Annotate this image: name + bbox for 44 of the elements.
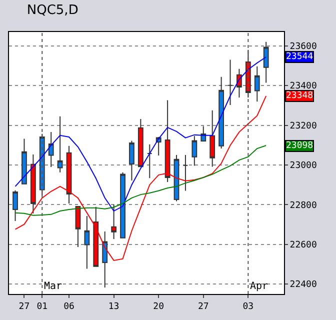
candlestick — [102, 230, 108, 288]
x-tick-label: 27 — [18, 302, 30, 312]
y-tick-label: 22600 — [290, 240, 317, 251]
candlestick — [120, 172, 126, 238]
candlestick — [182, 154, 188, 192]
candlestick — [146, 144, 152, 179]
candlestick — [254, 66, 260, 102]
x-tick-label: 03 — [242, 302, 254, 312]
candlestick — [30, 154, 36, 214]
candlestick — [228, 59, 233, 106]
x-tick-label: 13 — [108, 302, 120, 312]
x-tick-label: 06 — [64, 302, 74, 312]
candlestick — [164, 100, 170, 183]
x-tick-label: 27 — [198, 302, 209, 312]
candlestick — [84, 216, 90, 270]
candlestick — [22, 138, 27, 184]
y-tick-label: 23200 — [290, 121, 317, 132]
annotation: Apr — [250, 281, 268, 292]
y-tick-label: 23000 — [290, 161, 317, 172]
candlestick — [263, 41, 269, 84]
y-tick-label: 22800 — [290, 200, 317, 211]
y-tick-label: 23600 — [290, 42, 317, 52]
line-series — [14, 145, 267, 216]
line-series — [14, 56, 267, 212]
candlestick — [57, 116, 63, 173]
annotation: 23098 — [286, 141, 314, 151]
candlestick — [210, 110, 216, 168]
x-tick-label: 01 — [36, 302, 48, 312]
candlestick — [218, 76, 224, 150]
x-tick-label: 20 — [153, 302, 164, 312]
candlestick — [129, 140, 134, 181]
y-tick-label: 22400 — [290, 280, 317, 290]
candlestick — [192, 136, 198, 166]
candlestick — [138, 118, 144, 168]
candlestick — [66, 145, 72, 204]
chart-title: NQC5,D — [26, 2, 78, 18]
y-tick-label: 23400 — [290, 82, 317, 92]
annotation: Mar — [44, 281, 62, 292]
candlestick — [48, 132, 54, 168]
annotation: 23348 — [286, 91, 314, 101]
candlestick — [111, 204, 116, 240]
candlestick — [12, 190, 18, 222]
annotation: 23544 — [286, 52, 314, 62]
candlestick — [75, 206, 81, 248]
